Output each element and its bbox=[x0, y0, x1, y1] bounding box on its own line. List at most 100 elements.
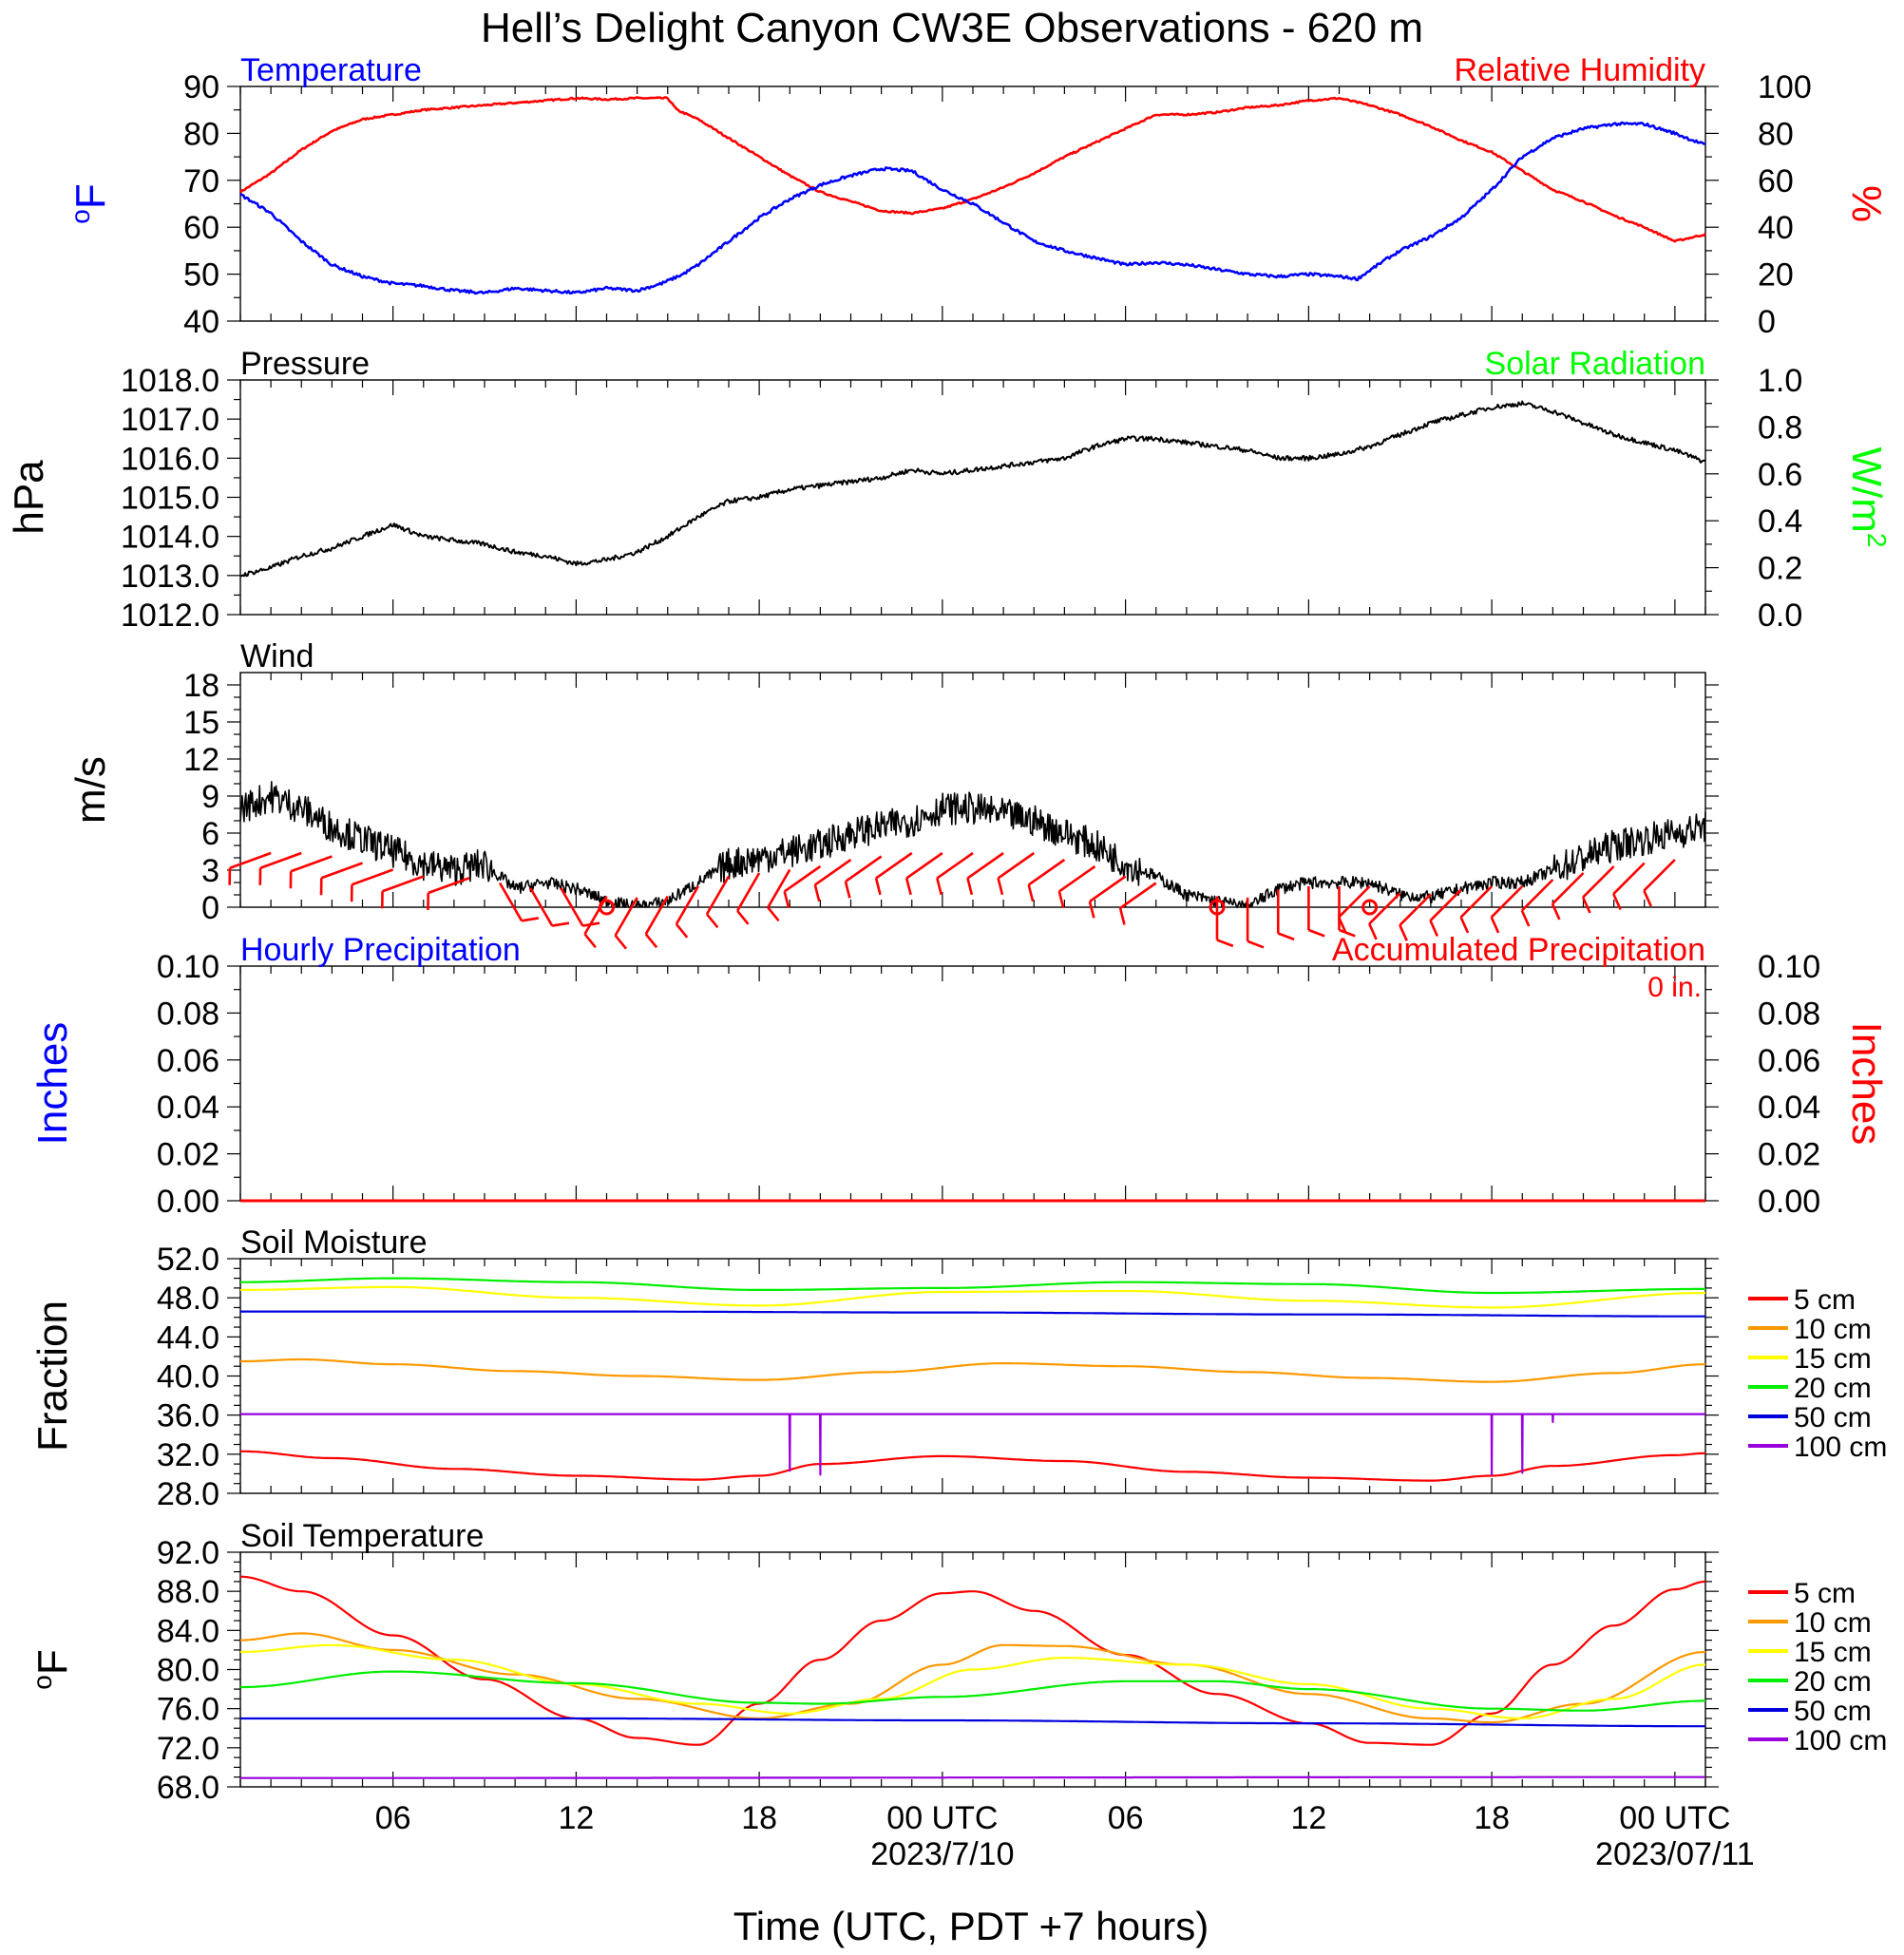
y-tick-label: 32.0 bbox=[157, 1437, 219, 1473]
legend-entry: 100 cm bbox=[1794, 1432, 1887, 1463]
wind-barb bbox=[320, 862, 363, 880]
y-right-tick-label: 40 bbox=[1758, 210, 1794, 246]
x-date-label: 2023/7/10 bbox=[870, 1836, 1014, 1872]
y-right-tick-label: 0.02 bbox=[1758, 1137, 1820, 1173]
series-soil_temp-20cm bbox=[240, 1670, 1705, 1712]
x-tick-label: 00 UTC bbox=[1619, 1800, 1730, 1836]
y-tick-label: 1017.0 bbox=[121, 402, 219, 438]
wind-barb-flag bbox=[1307, 928, 1325, 938]
y-tick-label: 76.0 bbox=[157, 1692, 219, 1728]
y-right-tick-label: 0.8 bbox=[1758, 409, 1802, 446]
x-tick-label: 00 UTC bbox=[886, 1800, 998, 1836]
y-tick-label: 0.10 bbox=[157, 949, 219, 985]
y-tick-label: 50 bbox=[183, 257, 219, 294]
wind-barb-flag bbox=[1216, 939, 1234, 948]
wind-barb-flag bbox=[813, 884, 821, 902]
series-soil_moisture-5cm bbox=[239, 1450, 1706, 1482]
y-tick-label: 1012.0 bbox=[121, 598, 219, 634]
y-right-tick-label: 0.06 bbox=[1758, 1043, 1820, 1079]
wind-barb bbox=[1089, 875, 1127, 902]
wind-barb-flag bbox=[1337, 916, 1347, 934]
y-right-tick-label: 0.10 bbox=[1758, 949, 1820, 985]
wind-barb bbox=[705, 875, 731, 915]
wind-barb bbox=[1119, 882, 1157, 909]
y-tick-label: 0.02 bbox=[157, 1137, 219, 1173]
wind-barb bbox=[560, 887, 584, 927]
x-tick-label: 18 bbox=[1474, 1800, 1510, 1836]
panel-soil_moisture: 52.048.044.040.036.032.028.0 Soil Moistur… bbox=[29, 1224, 1887, 1512]
wind-barb bbox=[1520, 879, 1554, 912]
y-tick-label: 60 bbox=[183, 210, 219, 246]
wind-barb bbox=[229, 851, 272, 869]
right-axis-unit: Inches bbox=[1843, 1022, 1890, 1146]
x-tick-label: 12 bbox=[1290, 1800, 1326, 1836]
wind-barb bbox=[290, 855, 333, 873]
legend-entry: 10 cm bbox=[1794, 1607, 1872, 1639]
x-tick-label: 06 bbox=[375, 1800, 411, 1836]
y-right-tick-label: 0.08 bbox=[1758, 996, 1820, 1032]
y-tick-label: 0.06 bbox=[157, 1043, 219, 1079]
wind-barb bbox=[1338, 885, 1371, 919]
y-tick-label: 80 bbox=[183, 116, 219, 152]
wind-barb bbox=[1368, 892, 1401, 925]
wind-barb-flag bbox=[1027, 884, 1035, 902]
wind-barb-flag bbox=[844, 881, 851, 899]
legend-entry: 10 cm bbox=[1794, 1314, 1872, 1345]
y-tick-label: 44.0 bbox=[157, 1319, 219, 1356]
wind-barb-flag bbox=[1490, 916, 1500, 934]
wind-barb bbox=[1058, 864, 1096, 893]
left-axis-unit: Inches bbox=[29, 1022, 76, 1146]
panel-left-title: Pressure bbox=[240, 346, 370, 382]
wind-barb-flag bbox=[675, 923, 689, 939]
wind-barb bbox=[905, 851, 943, 880]
y-right-tick-label: 0.4 bbox=[1758, 503, 1802, 540]
wind-barb-flag bbox=[736, 910, 750, 925]
wind-barb bbox=[498, 882, 524, 921]
x-tick-label: 18 bbox=[741, 1800, 777, 1836]
wind-barb bbox=[675, 885, 700, 925]
y-tick-label: 1014.0 bbox=[121, 520, 219, 556]
y-tick-label: 70 bbox=[183, 163, 219, 199]
y-tick-label: 0 bbox=[201, 890, 219, 926]
series-wind-speed bbox=[239, 781, 1706, 908]
wind-barb-flag bbox=[1368, 922, 1378, 940]
legend-entry: 50 cm bbox=[1794, 1696, 1872, 1727]
panel-left-title: Temperature bbox=[240, 52, 422, 88]
series-soil_moisture-20cm bbox=[240, 1277, 1705, 1295]
panel-left-title: Soil Moisture bbox=[240, 1224, 428, 1261]
wind-barb-flag bbox=[1551, 902, 1561, 921]
left-axis-unit: Fraction bbox=[29, 1300, 76, 1452]
legend-entry: 15 cm bbox=[1794, 1343, 1872, 1375]
wind-barb bbox=[1612, 862, 1646, 895]
wind-barb-flag bbox=[1459, 916, 1470, 934]
y-tick-label: 1018.0 bbox=[121, 363, 219, 399]
legend-entry: 20 cm bbox=[1794, 1373, 1872, 1404]
y-right-tick-label: 0 bbox=[1758, 304, 1776, 340]
legend-entry: 50 cm bbox=[1794, 1402, 1872, 1433]
series-soil_temp-100cm bbox=[240, 1775, 1705, 1779]
panel-right-title: Accumulated Precipitation bbox=[1332, 932, 1705, 968]
wind-barb-flag bbox=[936, 878, 943, 896]
wind-barb bbox=[382, 875, 425, 893]
y-tick-label: 0.00 bbox=[157, 1184, 219, 1220]
y-right-tick-label: 0.2 bbox=[1758, 551, 1802, 587]
accumulated-total: 0 in. bbox=[1647, 972, 1702, 1003]
wind-barb-flag bbox=[583, 933, 597, 949]
left-axis-unit: oF bbox=[28, 1649, 76, 1689]
legend-entry: 15 cm bbox=[1794, 1637, 1872, 1668]
y-tick-label: 52.0 bbox=[157, 1242, 219, 1278]
wind-barb-flag bbox=[1277, 932, 1295, 941]
wind-barb bbox=[1490, 885, 1524, 919]
y-right-tick-label: 60 bbox=[1758, 163, 1794, 199]
series-soil_moisture-50cm bbox=[240, 1310, 1705, 1318]
wind-barb-flag bbox=[705, 913, 719, 929]
right-axis-unit: W/m2 bbox=[1843, 447, 1892, 548]
y-tick-label: 28.0 bbox=[157, 1476, 219, 1512]
wind-barb-flag bbox=[1088, 901, 1095, 919]
y-tick-label: 40 bbox=[183, 304, 219, 340]
y-tick-label: 15 bbox=[183, 705, 219, 741]
y-right-tick-label: 0.00 bbox=[1758, 1184, 1820, 1220]
